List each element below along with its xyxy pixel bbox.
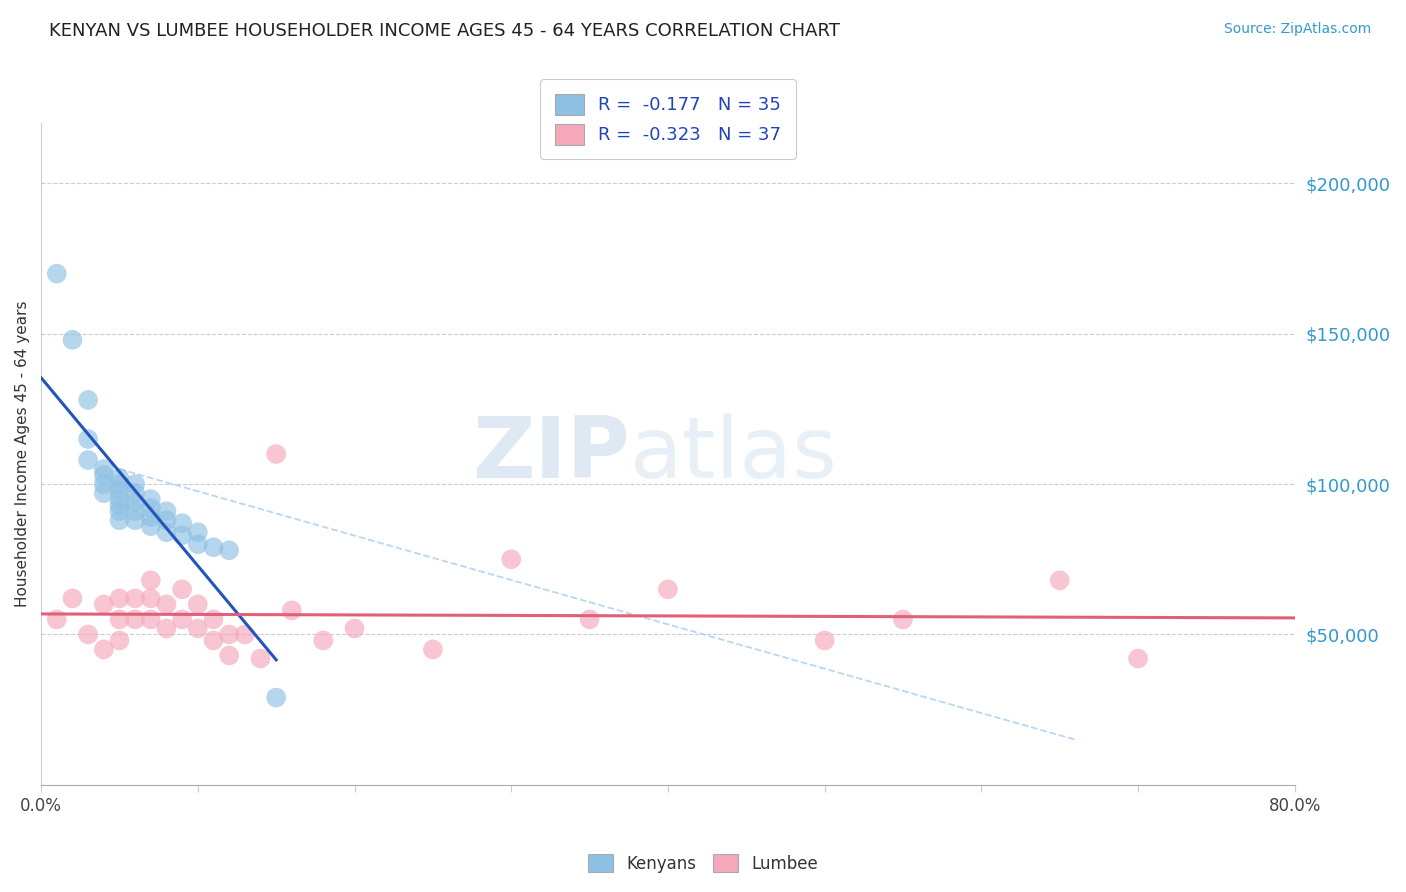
Point [77, 392, 100, 407]
Point [108, 504, 131, 518]
Point [124, 591, 146, 606]
Point [93, 462, 115, 476]
Point [218, 627, 240, 641]
Point [62, 333, 84, 347]
Point [108, 477, 131, 491]
Text: ZIP: ZIP [472, 413, 630, 496]
Point [202, 612, 225, 626]
Point [172, 516, 194, 531]
Point [108, 591, 131, 606]
Point [108, 498, 131, 512]
Point [139, 519, 162, 533]
Point [45, 612, 67, 626]
Point [233, 627, 256, 641]
Point [264, 690, 287, 705]
Point [422, 642, 444, 657]
Point [139, 501, 162, 516]
Text: atlas: atlas [630, 413, 838, 496]
Point [93, 468, 115, 483]
Point [139, 574, 162, 588]
Point [108, 471, 131, 485]
Point [343, 622, 366, 636]
Point [139, 612, 162, 626]
Point [93, 642, 115, 657]
Point [93, 598, 115, 612]
Point [124, 612, 146, 626]
Point [657, 582, 679, 597]
Point [124, 486, 146, 500]
Point [139, 510, 162, 524]
Text: Source: ZipAtlas.com: Source: ZipAtlas.com [1223, 22, 1371, 37]
Point [202, 633, 225, 648]
Point [891, 612, 914, 626]
Legend: Kenyans, Lumbee: Kenyans, Lumbee [581, 847, 825, 880]
Point [155, 622, 177, 636]
Point [1049, 574, 1071, 588]
Point [108, 633, 131, 648]
Point [172, 528, 194, 542]
Point [187, 598, 209, 612]
Point [155, 513, 177, 527]
Point [93, 477, 115, 491]
Point [124, 504, 146, 518]
Point [45, 267, 67, 281]
Point [578, 612, 600, 626]
Point [814, 633, 837, 648]
Point [155, 525, 177, 540]
Point [124, 513, 146, 527]
Point [108, 492, 131, 507]
Point [218, 543, 240, 558]
Point [249, 651, 271, 665]
Point [108, 483, 131, 497]
Point [187, 537, 209, 551]
Point [172, 582, 194, 597]
Point [264, 447, 287, 461]
Point [139, 492, 162, 507]
Point [108, 513, 131, 527]
Point [155, 504, 177, 518]
Point [62, 591, 84, 606]
Point [202, 541, 225, 555]
Point [187, 525, 209, 540]
Point [77, 627, 100, 641]
Y-axis label: Householder Income Ages 45 - 64 years: Householder Income Ages 45 - 64 years [15, 301, 30, 607]
Point [218, 648, 240, 663]
Point [501, 552, 523, 566]
Point [77, 432, 100, 446]
Point [1126, 651, 1149, 665]
Point [124, 495, 146, 509]
Point [108, 612, 131, 626]
Point [172, 612, 194, 626]
Point [139, 591, 162, 606]
Point [187, 622, 209, 636]
Text: KENYAN VS LUMBEE HOUSEHOLDER INCOME AGES 45 - 64 YEARS CORRELATION CHART: KENYAN VS LUMBEE HOUSEHOLDER INCOME AGES… [49, 22, 841, 40]
Point [124, 477, 146, 491]
Point [155, 598, 177, 612]
Legend: R =  -0.177   N = 35, R =  -0.323   N = 37: R = -0.177 N = 35, R = -0.323 N = 37 [540, 79, 796, 159]
Point [281, 603, 304, 617]
Point [77, 453, 100, 467]
Point [312, 633, 335, 648]
Point [93, 486, 115, 500]
